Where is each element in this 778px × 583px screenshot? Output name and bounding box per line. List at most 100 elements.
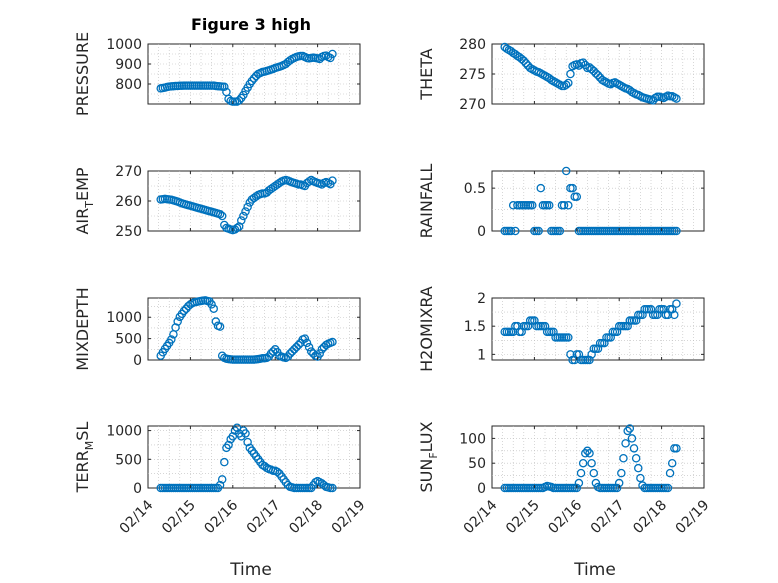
y-tick-label: 0 [477, 224, 486, 240]
data-point [241, 207, 250, 216]
data-point [574, 350, 584, 359]
data-point [621, 439, 630, 448]
data-point [220, 82, 229, 92]
air-temp-subplot: 250 260 270 AIRTEMP [73, 164, 361, 240]
data-point [634, 463, 643, 473]
data-point [667, 305, 677, 314]
data-point [636, 473, 645, 483]
data-point [249, 74, 259, 83]
data-point [237, 216, 246, 225]
data-point [247, 76, 257, 86]
data-point [294, 340, 303, 350]
y-axis-label: SUNFLUX [417, 421, 440, 492]
data-point [583, 446, 592, 456]
data-point [237, 432, 246, 441]
y-axis-label-subscript: F [427, 452, 440, 458]
y-tick-label: 275 [459, 67, 486, 83]
data-point [667, 458, 677, 468]
series-markers [500, 299, 681, 365]
data-point [317, 345, 327, 354]
y-tick-label: 280 [459, 37, 486, 53]
y-tick-label: 500 [115, 332, 142, 348]
series-markers [156, 296, 337, 364]
series-markers [156, 175, 337, 235]
data-point [581, 449, 590, 458]
y-tick-label: 0 [477, 481, 486, 497]
data-point [561, 166, 571, 176]
data-point [167, 335, 176, 344]
y-tick-label: 1.5 [464, 319, 486, 335]
data-point [266, 349, 276, 358]
data-point [523, 321, 533, 331]
data-point [292, 342, 301, 352]
data-point [306, 347, 316, 356]
data-point [302, 338, 312, 348]
data-point [315, 349, 324, 358]
y-axis-label-main: RAINFALL [417, 164, 436, 239]
data-point [521, 58, 531, 68]
data-point [519, 56, 529, 66]
data-point [179, 306, 189, 316]
data-point [215, 480, 225, 490]
series-markers [500, 42, 681, 105]
data-point [506, 226, 516, 236]
data-point [239, 211, 248, 221]
data-point [508, 327, 518, 337]
data-point [528, 201, 537, 210]
y-axis-label: THETA [417, 48, 436, 100]
y-axis-label: PRESSURE [73, 32, 92, 116]
data-point [326, 53, 335, 63]
y-tick-label: 260 [115, 194, 142, 210]
y-tick-label: 0 [133, 353, 142, 369]
data-point [663, 310, 673, 320]
rainfall-subplot: 0 0.5 RAINFALL [417, 164, 705, 240]
data-point [578, 58, 588, 67]
y-tick-label: 1000 [106, 37, 142, 53]
data-point [672, 444, 681, 453]
data-point [273, 467, 282, 477]
data-point [304, 342, 314, 352]
series-markers [500, 424, 681, 493]
data-point [328, 49, 337, 59]
data-point [564, 78, 573, 88]
data-point [215, 209, 225, 219]
data-point [241, 429, 250, 438]
y-axis-label: TERRMSL [73, 422, 96, 494]
data-point [589, 468, 599, 478]
y-tick-label: 2 [477, 291, 486, 307]
y-axis-label-main: H2OMIXRA [417, 286, 436, 372]
theta-subplot: 270 275 280 THETA [417, 37, 705, 113]
figure-title: Figure 3 high [191, 15, 311, 34]
y-tick-label: 1 [477, 347, 486, 363]
data-point [631, 316, 641, 325]
series-markers [156, 423, 337, 493]
y-tick-label: 270 [115, 164, 142, 180]
data-point [564, 333, 573, 342]
data-point [536, 183, 546, 193]
data-point [663, 483, 673, 493]
h2omixra-subplot: 1 1.5 2 H2OMIXRA [417, 286, 705, 372]
y-axis-label: AIRTEMP [73, 167, 96, 234]
y-axis-label-main: TERR [73, 450, 92, 493]
data-point [549, 327, 558, 337]
y-tick-label: 500 [115, 452, 142, 468]
data-point [593, 344, 603, 353]
grid-lines [148, 298, 360, 360]
data-point [587, 458, 596, 468]
pressure-subplot: 800 900 1000 PRESSURE [73, 32, 361, 116]
data-point [508, 201, 518, 210]
data-point [220, 457, 229, 467]
data-point [627, 434, 637, 443]
y-axis-label-subscript: T [83, 201, 96, 209]
mixdepth-subplot: 0 500 1000 MIXDEPTH [73, 287, 361, 371]
y-axis-label-main: THETA [417, 48, 436, 100]
data-point [665, 468, 675, 478]
data-point [646, 305, 656, 314]
data-point [181, 304, 191, 313]
data-point [623, 426, 632, 436]
data-point [670, 310, 679, 320]
data-point [572, 483, 582, 493]
data-point [619, 453, 628, 463]
data-point [328, 483, 337, 493]
data-point [260, 461, 269, 471]
